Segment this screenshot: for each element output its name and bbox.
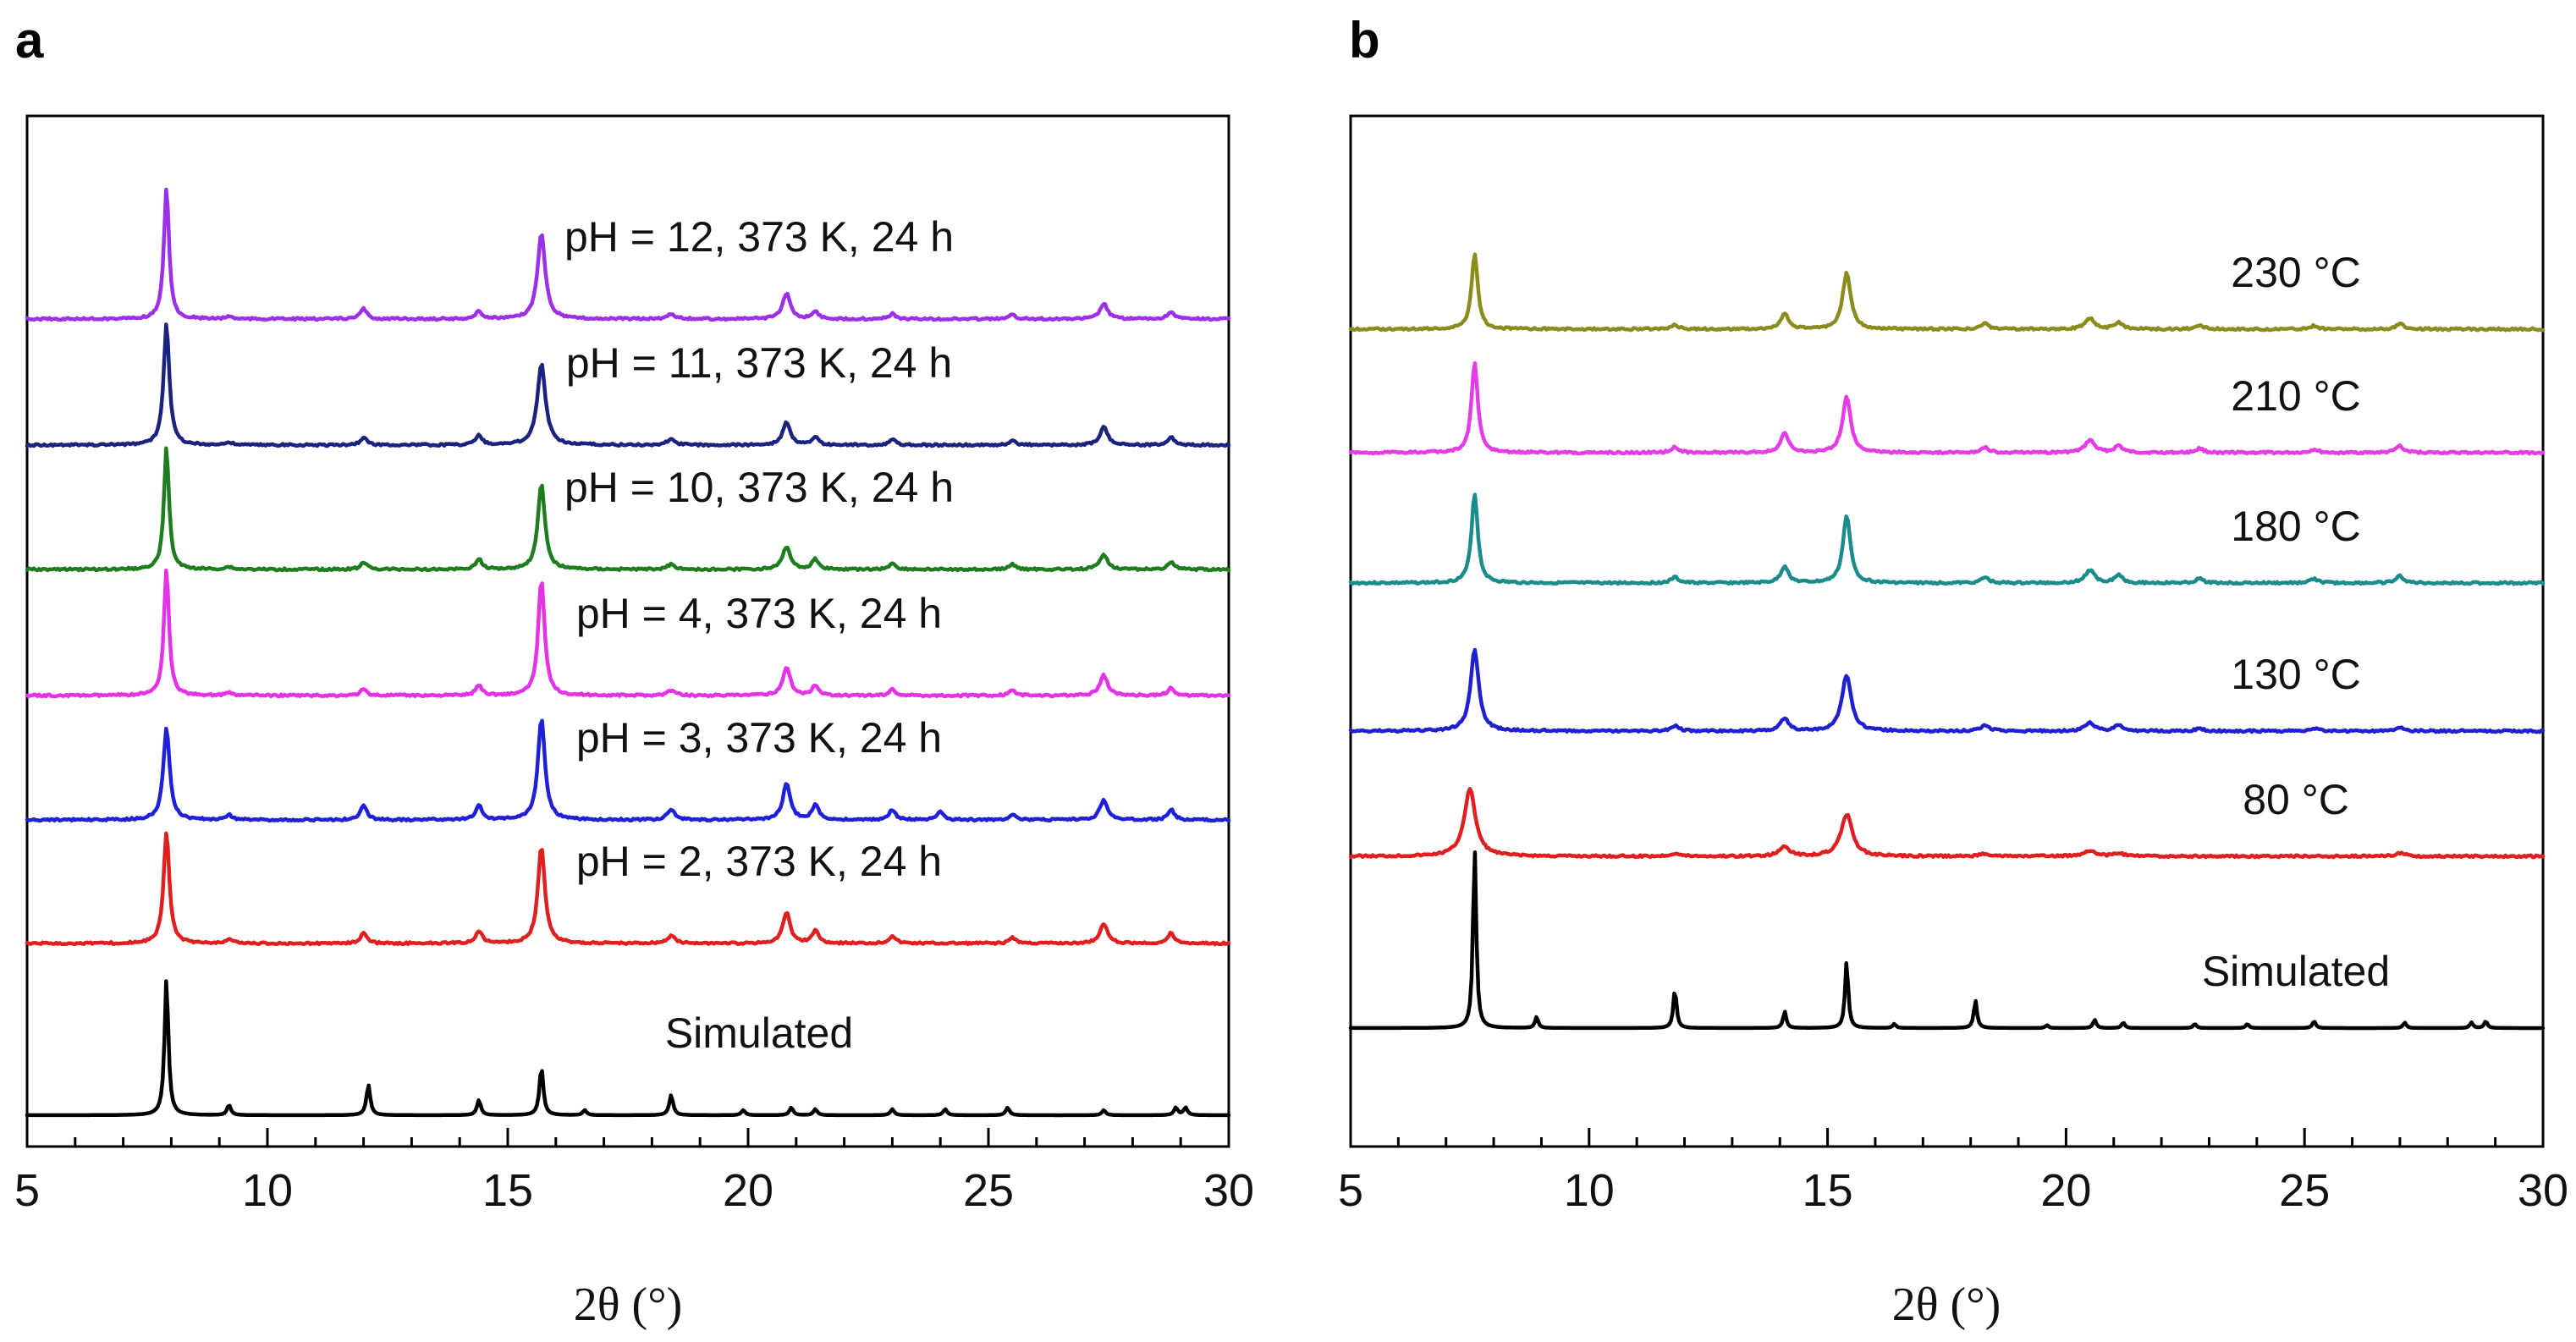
trace-210-c	[1348, 360, 2546, 456]
x-tick-label: 25	[2279, 1165, 2330, 1216]
trace-ph-3-373-k-24-h	[25, 718, 1231, 823]
curve-label: pH = 10, 373 K, 24 h	[564, 464, 954, 511]
x-tick-label: 10	[1564, 1165, 1615, 1216]
x-tick-label: 30	[1203, 1165, 1254, 1216]
curve-label: pH = 12, 373 K, 24 h	[564, 213, 954, 261]
trace-ph-2-373-k-24-h	[25, 831, 1231, 947]
x-tick-label: 10	[242, 1165, 293, 1216]
x-tick-label: 15	[482, 1165, 533, 1216]
panel-a-letter: a	[15, 12, 44, 69]
panel-b-x-axis: 5 10 15 20 25 30	[1338, 1128, 2568, 1216]
panel-a-x-axis-title: 2θ (°)	[574, 1279, 683, 1331]
trace-80-c	[1348, 786, 2546, 860]
curve-label: pH = 2, 373 K, 24 h	[576, 838, 942, 885]
curve-label: pH = 11, 373 K, 24 h	[566, 339, 952, 387]
panel-b-letter: b	[1349, 12, 1380, 69]
curve-label: 230 °C	[2231, 249, 2360, 296]
trace-230-c	[1348, 252, 2546, 333]
panel-a-x-axis: 5 10 15 20 25 30	[14, 1128, 1254, 1216]
trace-ph-10-373-k-24-h	[25, 446, 1231, 573]
panel-b-frame	[1349, 114, 2545, 1148]
panel-b: b 5 10 15 20 25 30 230 °C 210 °C 180 °C 130 °C 80…	[1338, 12, 2568, 1331]
curve-label: 210 °C	[2231, 372, 2360, 420]
trace-ph-11-373-k-24-h	[25, 322, 1231, 448]
trace-simulated	[25, 979, 1231, 1118]
panel-b-curve-labels: 230 °C 210 °C 180 °C 130 °C 80 °C Simulated	[2202, 249, 2390, 995]
curve-label: pH = 4, 373 K, 24 h	[576, 590, 942, 637]
curve-label: Simulated	[665, 1009, 853, 1057]
curve-label: pH = 3, 373 K, 24 h	[576, 714, 942, 762]
panel-b-traces	[1348, 252, 2546, 1031]
panel-a-frame	[25, 114, 1230, 1148]
x-tick-label: 20	[2040, 1165, 2091, 1216]
curve-label: 180 °C	[2231, 503, 2360, 550]
x-tick-label: 5	[1338, 1165, 1363, 1216]
curve-label: Simulated	[2202, 948, 2390, 995]
panel-b-x-axis-title: 2θ (°)	[1892, 1279, 2001, 1331]
x-tick-label: 20	[723, 1165, 773, 1216]
panel-a: a 5 10 15 20 25 30 pH = 12, 373 K, 24 hpH = 1…	[14, 12, 1254, 1331]
x-tick-label: 25	[963, 1165, 1014, 1216]
x-tick-label: 5	[14, 1165, 40, 1216]
trace-ph-4-373-k-24-h	[25, 568, 1231, 699]
curve-label: 80 °C	[2243, 776, 2349, 823]
trace-130-c	[1348, 647, 2546, 734]
trace-180-c	[1348, 492, 2546, 586]
x-tick-label: 15	[1803, 1165, 1853, 1216]
panel-a-traces	[25, 187, 1231, 1118]
trace-simulated	[1348, 850, 2546, 1031]
panel-a-curve-labels: pH = 12, 373 K, 24 h pH = 11, 373 K, 24 h…	[564, 213, 954, 1057]
curve-label: 130 °C	[2231, 651, 2360, 698]
x-tick-label: 30	[2518, 1165, 2568, 1216]
trace-ph-12-373-k-24-h	[25, 187, 1231, 322]
